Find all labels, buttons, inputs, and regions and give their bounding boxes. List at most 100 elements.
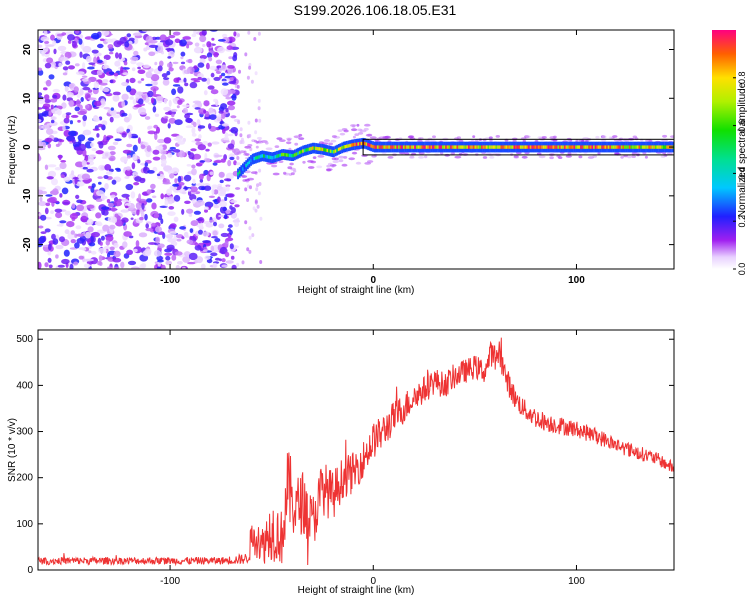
noise-speckle xyxy=(132,171,139,176)
noise-speckle xyxy=(187,58,193,64)
noise-speckle xyxy=(168,34,176,39)
ridge-halo xyxy=(250,171,258,175)
ridge-core xyxy=(481,145,483,149)
noise-speckle xyxy=(153,250,162,257)
noise-speckle xyxy=(156,255,163,261)
noise-speckle xyxy=(173,137,183,141)
noise-speckle xyxy=(195,199,205,207)
ridge-core xyxy=(238,170,241,174)
noise-speckle xyxy=(82,78,89,82)
noise-speckle xyxy=(199,173,204,180)
noise-speckle xyxy=(187,190,192,196)
ridge-core xyxy=(611,145,613,149)
noise-speckle xyxy=(152,106,157,113)
noise-speckle xyxy=(132,98,137,105)
ridge-core xyxy=(546,145,548,149)
noise-speckle xyxy=(161,73,168,78)
noise-speckle xyxy=(223,214,228,220)
noise-speckle xyxy=(122,241,128,249)
noise-speckle xyxy=(176,238,182,242)
ridge-halo xyxy=(454,155,462,159)
noise-speckle xyxy=(199,58,206,64)
noise-speckle xyxy=(239,127,243,132)
ridge-core xyxy=(310,146,313,151)
noise-speckle xyxy=(204,255,211,260)
noise-speckle xyxy=(219,188,227,195)
ridge-core xyxy=(414,145,417,149)
noise-speckle xyxy=(109,71,115,75)
noise-speckle xyxy=(73,86,79,93)
noise-speckle xyxy=(206,77,211,85)
noise-speckle xyxy=(125,183,134,191)
noise-speckle xyxy=(257,106,261,111)
ridge-halo xyxy=(608,136,613,140)
noise-speckle xyxy=(135,202,142,210)
ridge-core xyxy=(554,145,556,149)
ridge-core xyxy=(324,148,327,152)
noise-speckle xyxy=(191,164,196,169)
ridge-core xyxy=(641,145,644,149)
noise-speckle xyxy=(211,184,218,189)
noise-speckle xyxy=(195,256,203,264)
ridge-core xyxy=(417,145,420,149)
noise-speckle xyxy=(77,110,87,115)
noise-speckle xyxy=(81,173,91,181)
noise-speckle xyxy=(147,170,155,174)
noise-speckle xyxy=(100,98,106,105)
noise-speckle xyxy=(40,36,50,42)
noise-speckle xyxy=(61,258,70,265)
ridge-halo xyxy=(558,156,563,160)
noise-speckle xyxy=(68,100,74,108)
noise-speckle xyxy=(185,117,193,123)
noise-speckle xyxy=(60,160,67,163)
noise-speckle xyxy=(154,113,160,118)
noise-speckle xyxy=(126,85,132,93)
ridge-core xyxy=(349,143,352,148)
noise-speckle xyxy=(135,240,140,248)
noise-speckle xyxy=(189,228,194,234)
noise-speckle xyxy=(146,221,151,224)
ridge-core xyxy=(386,145,389,149)
ridge-core xyxy=(537,145,540,149)
ridge-core xyxy=(510,145,513,149)
noise-speckle xyxy=(189,194,197,201)
noise-speckle xyxy=(227,105,235,111)
noise-speckle xyxy=(109,116,114,123)
noise-speckle xyxy=(259,216,263,221)
noise-speckle xyxy=(149,40,158,44)
noise-speckle xyxy=(211,141,220,145)
noise-speckle xyxy=(83,263,91,269)
noise-speckle xyxy=(69,263,74,269)
noise-speckle xyxy=(111,207,117,212)
noise-speckle xyxy=(254,71,258,76)
noise-speckle xyxy=(177,175,182,183)
ridge-core xyxy=(415,145,418,149)
noise-speckle xyxy=(73,261,79,266)
noise-speckle xyxy=(193,30,197,35)
noise-speckle xyxy=(74,242,80,249)
ridge-core xyxy=(637,145,639,149)
noise-speckle xyxy=(237,33,240,38)
noise-speckle xyxy=(41,124,50,130)
ridge-core xyxy=(448,145,451,149)
ridge-core xyxy=(381,145,384,149)
noise-speckle xyxy=(125,166,131,171)
ridge-core xyxy=(370,144,373,148)
ridge-halo xyxy=(290,172,295,176)
noise-speckle xyxy=(222,206,227,212)
ridge-core xyxy=(505,145,508,149)
ridge-core xyxy=(474,145,477,149)
ridge-halo xyxy=(316,165,323,169)
noise-speckle xyxy=(102,209,109,216)
ridge-core xyxy=(251,157,254,161)
noise-speckle xyxy=(103,175,109,179)
noise-speckle xyxy=(199,55,208,60)
ridge-core xyxy=(632,145,634,149)
ridge-halo xyxy=(432,135,436,139)
ridge-core xyxy=(450,145,452,149)
noise-speckle xyxy=(188,152,195,160)
ridge-core xyxy=(375,145,378,149)
ridge-halo xyxy=(287,166,293,170)
noise-speckle xyxy=(234,221,240,228)
colorbar-tick-label: 0.4 xyxy=(737,167,747,180)
